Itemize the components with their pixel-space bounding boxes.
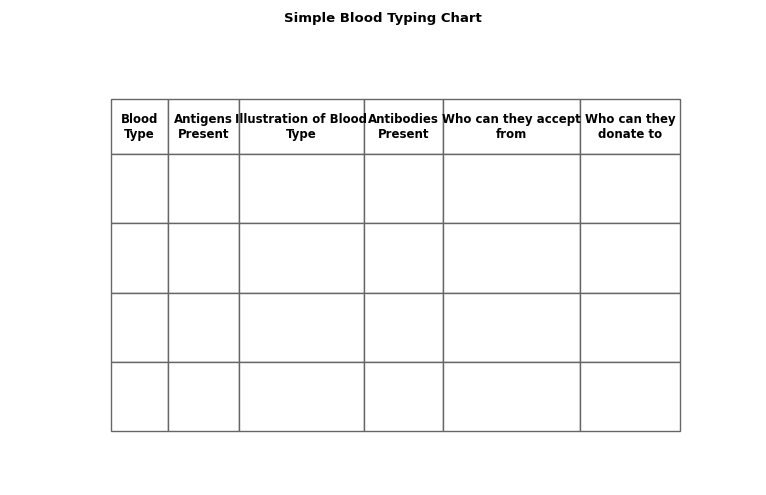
Bar	[580, 293, 680, 362]
Bar	[580, 362, 680, 431]
Text: Antigens
Present: Antigens Present	[174, 112, 233, 141]
Bar	[580, 99, 680, 154]
Bar	[443, 99, 580, 154]
Bar	[443, 362, 580, 431]
Bar	[238, 154, 364, 223]
Bar	[169, 362, 238, 431]
Bar	[364, 293, 443, 362]
Bar	[580, 154, 680, 223]
Bar	[364, 223, 443, 293]
Bar	[110, 362, 169, 431]
Text: Illustration of Blood
Type: Illustration of Blood Type	[235, 112, 367, 141]
Bar	[580, 223, 680, 293]
Bar	[169, 154, 238, 223]
Text: Who can they
donate to: Who can they donate to	[585, 112, 676, 141]
Bar	[110, 223, 169, 293]
Bar	[364, 154, 443, 223]
Text: Simple Blood Typing Chart: Simple Blood Typing Chart	[284, 12, 482, 25]
Bar	[110, 293, 169, 362]
Bar	[110, 154, 169, 223]
Text: Who can they accept
from: Who can they accept from	[442, 112, 581, 141]
Bar	[169, 223, 238, 293]
Bar	[443, 293, 580, 362]
Bar	[443, 223, 580, 293]
Bar	[169, 99, 238, 154]
Bar	[238, 293, 364, 362]
Bar	[238, 362, 364, 431]
Bar	[238, 223, 364, 293]
Text: Antibodies
Present: Antibodies Present	[368, 112, 439, 141]
Text: Blood
Type: Blood Type	[121, 112, 159, 141]
Bar	[443, 154, 580, 223]
Bar	[364, 99, 443, 154]
Bar	[238, 99, 364, 154]
Bar	[110, 99, 169, 154]
Bar	[169, 293, 238, 362]
Bar	[364, 362, 443, 431]
